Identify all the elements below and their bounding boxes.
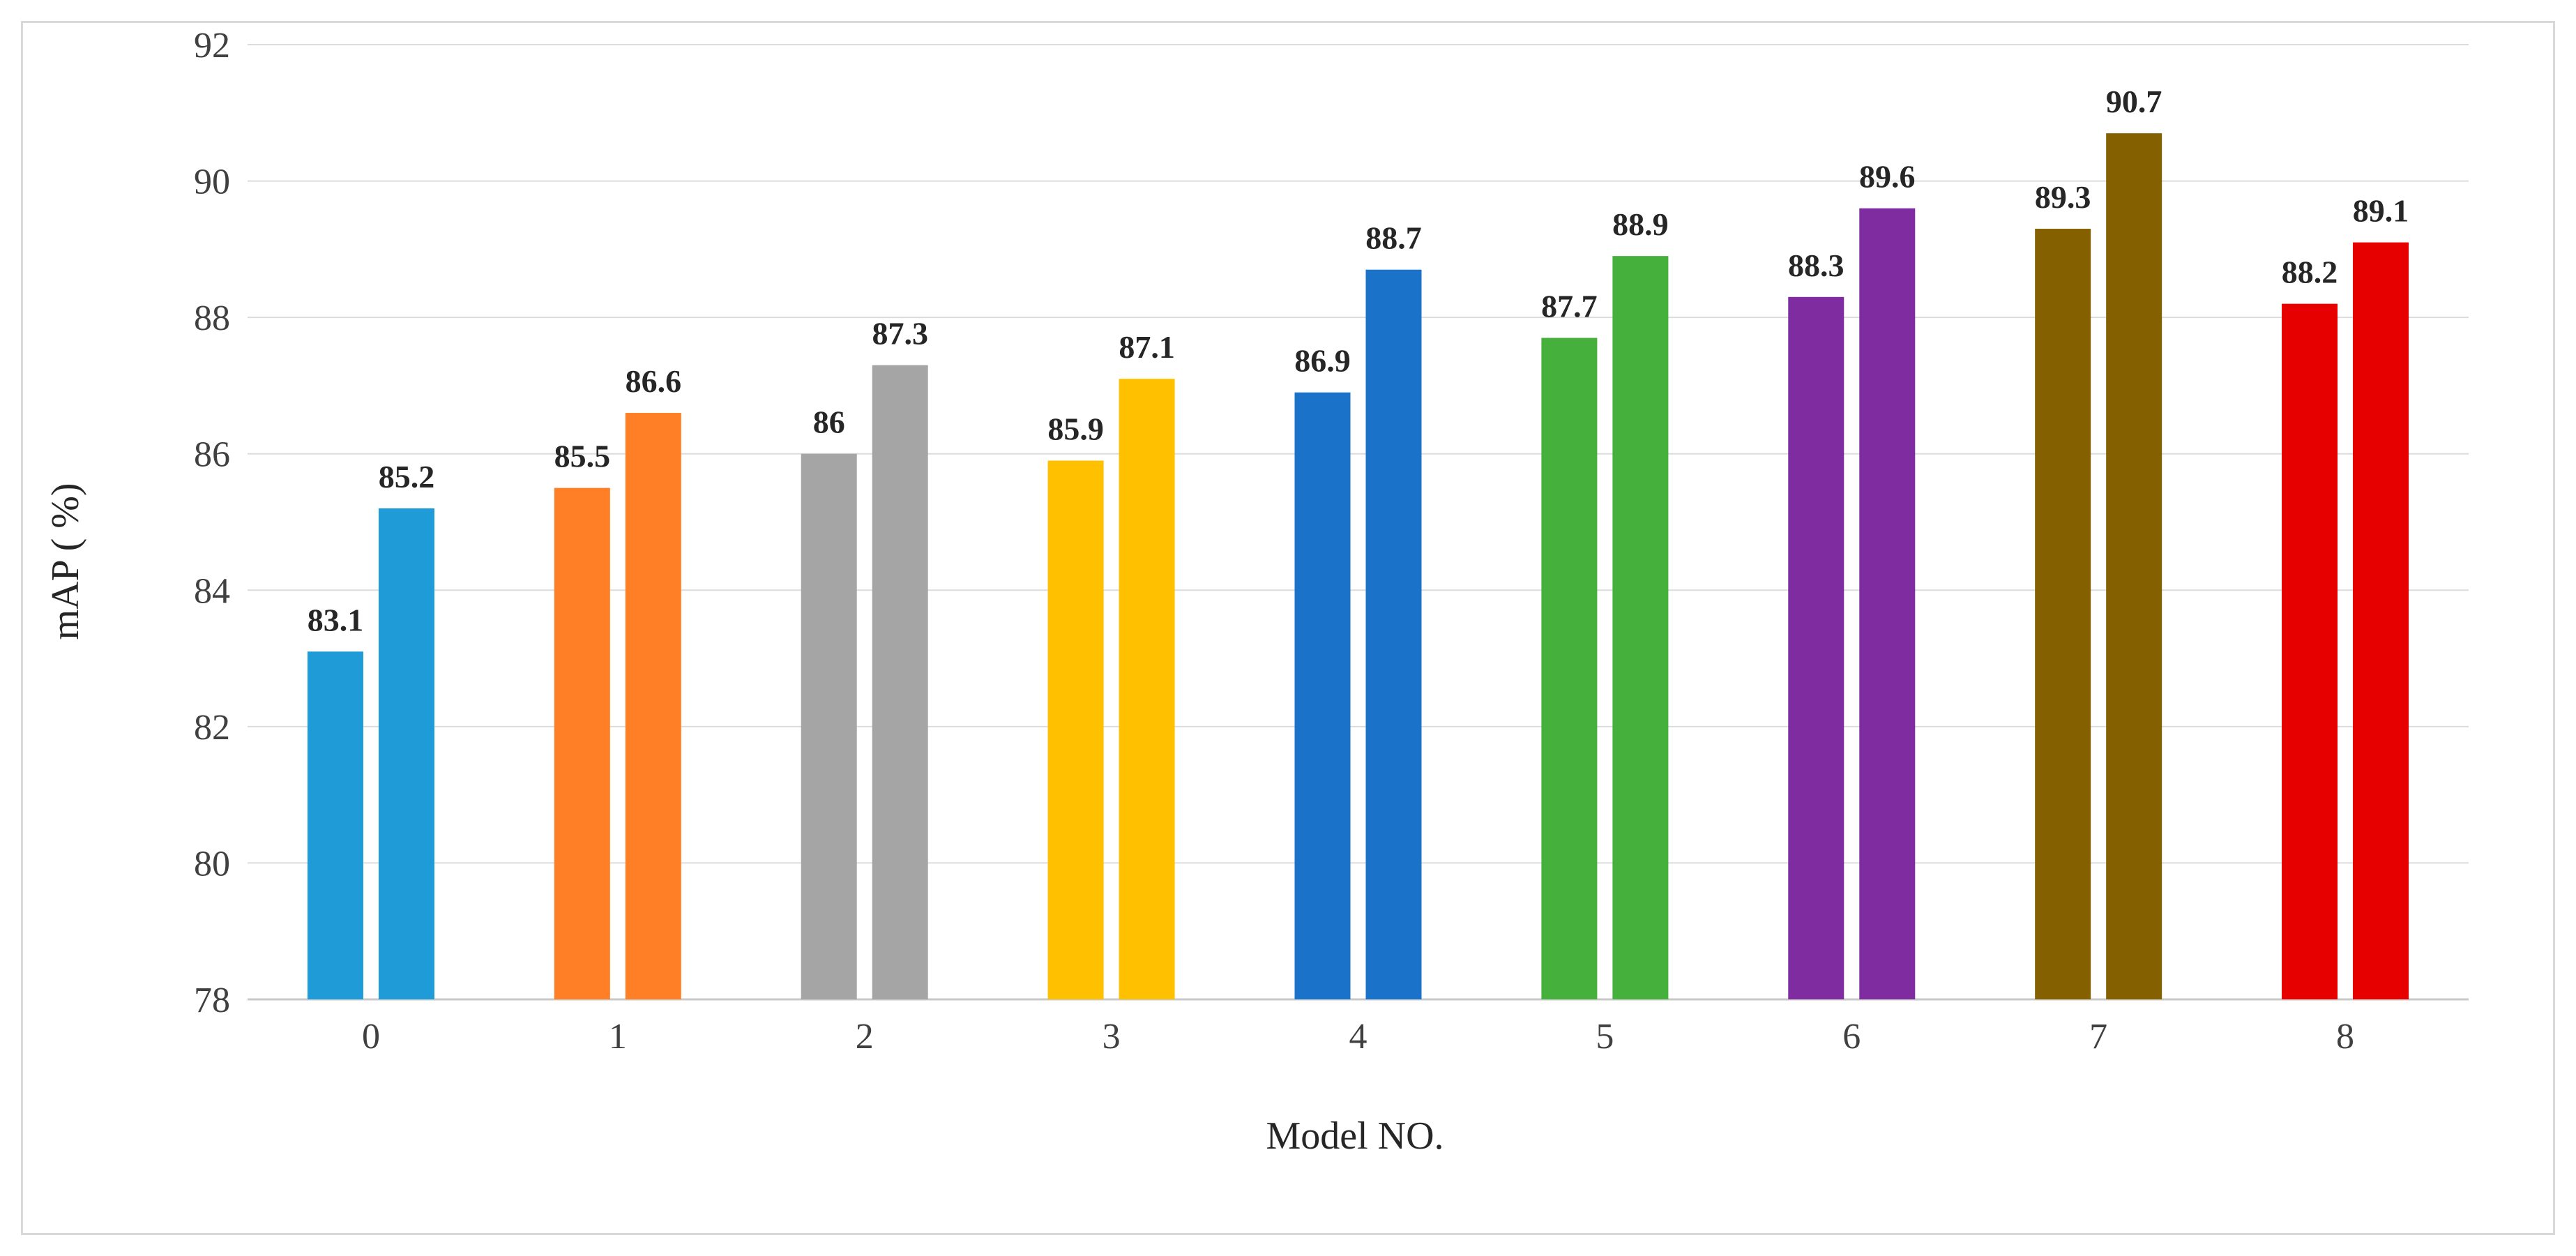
- bar: [801, 453, 857, 999]
- bar: [625, 413, 681, 999]
- data-label: 86.9: [1294, 343, 1351, 379]
- bar: [378, 508, 434, 999]
- bar: [1119, 379, 1175, 999]
- bar: [872, 365, 928, 999]
- bar: [307, 651, 363, 999]
- y-tick-label: 80: [194, 844, 230, 884]
- data-label: 85.5: [554, 439, 611, 474]
- data-label: 88.2: [2282, 255, 2338, 290]
- data-labels: 83.1 85.2 85.5 86.6 86 87.3 85.9 87.1 86.9 88.7 87…: [308, 84, 2409, 637]
- data-label: 83.1: [308, 602, 364, 637]
- data-label: 88.9: [1612, 206, 1669, 242]
- bar: [1294, 392, 1351, 999]
- x-axis-title: Model NO.: [1266, 1114, 1444, 1158]
- data-label: 87.3: [872, 316, 928, 351]
- data-label: 88.7: [1365, 220, 1422, 256]
- y-tick-label: 90: [194, 162, 230, 202]
- bar: [1788, 296, 1844, 999]
- data-label: 85.2: [379, 459, 435, 494]
- data-label: 89.1: [2353, 193, 2409, 229]
- data-label: 90.7: [2106, 84, 2162, 119]
- bar: [1612, 256, 1669, 999]
- bar: [2035, 229, 2091, 999]
- x-tick-label: 1: [609, 1017, 627, 1057]
- gridlines: [248, 44, 2469, 1001]
- data-label: 89.3: [2035, 179, 2091, 215]
- y-tick-label: 78: [194, 981, 230, 1020]
- data-label: 87.7: [1541, 288, 1598, 324]
- data-label: 86: [813, 404, 845, 440]
- y-tick-label: 86: [194, 435, 230, 475]
- data-label: 87.1: [1119, 329, 1175, 365]
- bar: [1541, 338, 1598, 999]
- bar: [1047, 460, 1104, 999]
- data-label: 85.9: [1047, 411, 1104, 446]
- bars: [307, 133, 2409, 1000]
- bar: [1365, 269, 1422, 999]
- y-axis-title: mAP ( %): [44, 483, 87, 640]
- y-tick-label: 92: [194, 26, 230, 66]
- y-tick-label: 88: [194, 298, 230, 338]
- bar: [2353, 242, 2409, 999]
- bar: [2106, 133, 2162, 999]
- y-axis-ticks: 78 80 82 84 86 88 90 92: [194, 26, 230, 1020]
- x-tick-label: 0: [362, 1017, 380, 1057]
- bar: [2282, 303, 2338, 1000]
- data-label: 88.3: [1788, 248, 1844, 283]
- y-tick-label: 84: [194, 571, 230, 611]
- data-label: 86.6: [626, 363, 682, 399]
- bar: [554, 487, 610, 999]
- x-axis-ticks: 0 1 2 3 4 5 6 7 8: [362, 1017, 2354, 1057]
- data-label: 89.6: [1859, 159, 1916, 195]
- x-tick-label: 2: [856, 1017, 874, 1057]
- bar: [1859, 208, 1916, 1000]
- y-tick-label: 82: [194, 708, 230, 748]
- x-tick-label: 4: [1349, 1017, 1367, 1057]
- x-tick-label: 5: [1596, 1017, 1614, 1057]
- x-tick-label: 6: [1842, 1017, 1861, 1057]
- x-tick-label: 8: [2336, 1017, 2354, 1057]
- x-tick-label: 3: [1103, 1017, 1121, 1057]
- x-tick-label: 7: [2089, 1017, 2107, 1057]
